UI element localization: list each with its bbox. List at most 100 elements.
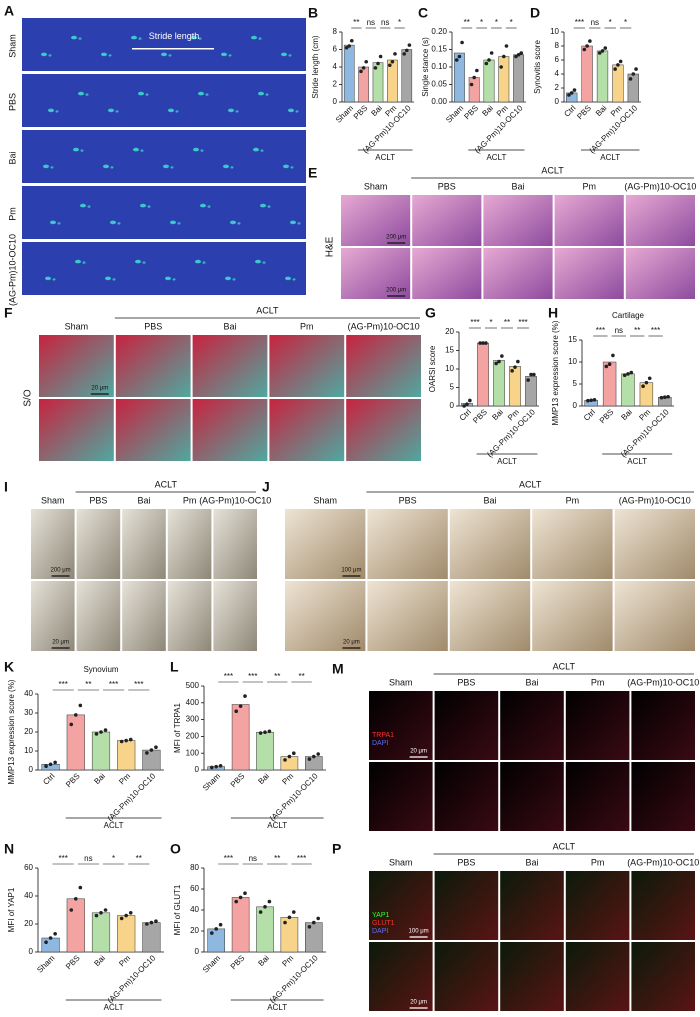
channel-label: DAPI [372,928,388,935]
annotation: Stride length [149,31,200,41]
data-point [373,66,378,70]
y-tick-label: 0 [195,765,200,774]
data-point [604,364,609,369]
y-tick-label: 0 [573,401,578,410]
x-tick-label: Bai [480,103,495,118]
x-tick-label: Bai [256,953,271,968]
footprint [110,220,116,225]
data-point [407,43,412,47]
x-tick-label: (AG-Pm)10-OC10 [106,953,158,1005]
micrograph [122,581,166,651]
data-point [626,372,630,376]
bar [581,45,593,103]
micrograph [39,335,114,397]
bar [513,54,525,103]
x-tick-label: Bai [256,771,271,786]
micrograph [631,942,695,1011]
footprint [161,52,167,57]
data-point [484,61,489,66]
data-point [569,91,574,95]
x-tick-label: Ctrl [582,407,597,422]
footprint [267,205,271,208]
data-point [267,899,272,904]
footprint [262,261,266,264]
scale-bar-label: 100 μm [409,929,429,935]
x-tick-label: Ctrl [562,103,577,118]
group-label: ACLT [600,153,620,162]
footprint [172,278,176,281]
row-label: Sham [7,34,17,58]
data-point [234,899,239,904]
column-label: Pm [300,321,314,331]
data-point [468,398,472,403]
column-label: Sham [364,181,388,191]
data-point [628,77,633,81]
significance-label: * [495,18,498,27]
data-point [103,908,108,912]
y-tick-label: 0 [555,97,560,106]
row-label: Pm [7,207,17,221]
chart-title: Cartilage [612,311,645,320]
footprint [85,93,89,96]
row-label: (AG-Pm)10-OC10 [7,234,17,306]
micrograph [565,871,630,940]
y-tick-label: 40 [24,689,33,698]
data-point [78,885,83,890]
data-point [600,49,605,53]
data-point [258,910,263,914]
footprint [117,222,121,225]
footprint [135,259,141,264]
group-label: ACLT [104,1003,124,1012]
bar [493,360,505,407]
data-point [145,922,149,926]
footprint [260,149,264,152]
data-point [364,59,368,64]
significance-label: * [480,18,483,27]
data-point [378,54,383,59]
y-tick-label: 4 [333,62,338,71]
group-label: ACLT [267,1003,287,1012]
micrograph [631,691,695,760]
panel-letter: H [548,305,558,321]
footprint [237,222,241,225]
y-tick-label: 20 [190,926,199,935]
gait-strip [22,74,306,127]
significance-label: *** [59,680,68,689]
data-point [586,398,590,403]
micrograph [369,942,433,1011]
group-label: ACLT [375,153,395,162]
data-point [94,732,99,736]
footprint [43,164,49,169]
micrograph [115,335,191,397]
x-tick-label: PBS [64,772,82,790]
footprint [110,166,114,169]
bar [256,731,274,771]
footprint [225,276,231,281]
data-point [210,765,214,770]
footprint [205,93,209,96]
micrograph [367,509,448,579]
bar [498,56,510,103]
data-point [631,72,636,76]
y-tick-label: 6 [333,45,338,54]
x-tick-label: Sham [35,953,56,974]
column-label: (AG-Pm)10-OC10 [624,181,696,191]
column-label: PBS [89,495,107,505]
data-point [218,922,223,927]
micrograph [167,581,212,651]
footprint [112,278,116,281]
channel-label: YAP1 [372,912,389,919]
scale-bar-label: 200 μm [386,235,406,241]
y-tick-label: 500 [186,681,200,690]
micrograph [483,248,553,299]
data-point [489,51,494,55]
column-label: Pm [582,181,596,191]
micrograph [31,509,75,579]
footprint [108,54,112,57]
column-label: Sham [41,495,65,505]
significance-label: ** [464,18,470,27]
micrograph [625,248,695,299]
significance-label: ns [84,854,92,863]
y-tick-label: 40 [24,891,33,900]
x-tick-label: Ctrl [41,771,56,786]
